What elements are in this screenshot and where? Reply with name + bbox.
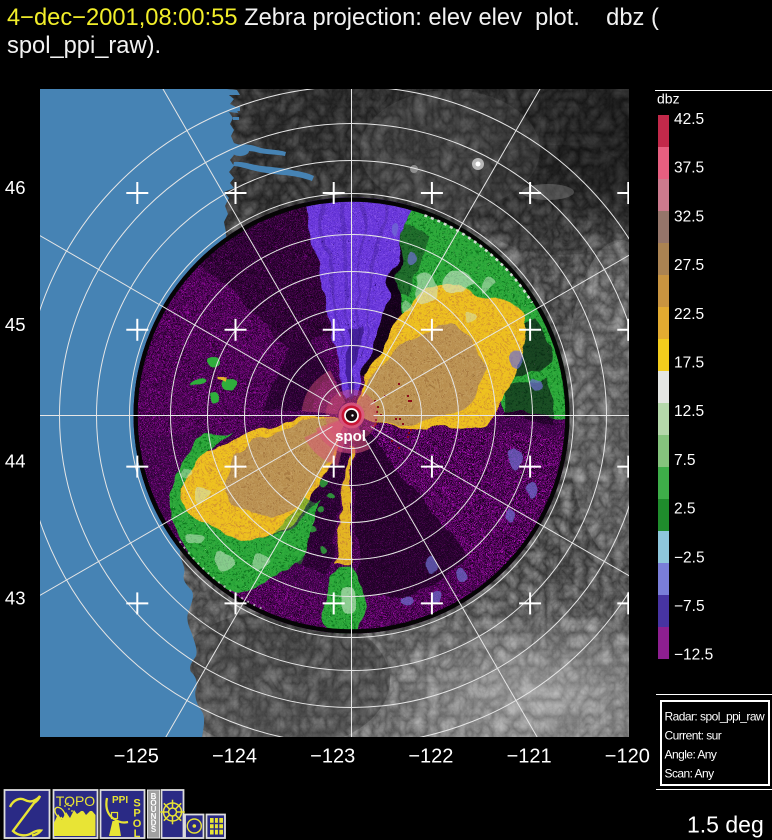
svg-text:−12.5: −12.5 xyxy=(674,647,713,664)
svg-text:O: O xyxy=(150,799,156,808)
svg-text:N: N xyxy=(151,812,157,821)
svg-text:dbz: dbz xyxy=(657,91,680,107)
svg-text:O: O xyxy=(133,818,142,830)
svg-text:S: S xyxy=(133,798,140,810)
svg-text:45: 45 xyxy=(5,314,26,335)
svg-text:44: 44 xyxy=(5,451,26,472)
svg-text:Scan: Any: Scan: Any xyxy=(665,767,715,781)
svg-text:42.5: 42.5 xyxy=(674,111,704,128)
svg-text:32.5: 32.5 xyxy=(674,208,704,225)
svg-text:12.5: 12.5 xyxy=(674,403,704,420)
svg-text:S: S xyxy=(151,825,157,834)
svg-text:Radar: spol_ppi_raw: Radar: spol_ppi_raw xyxy=(665,710,765,724)
svg-text:Angle: Any: Angle: Any xyxy=(665,748,717,762)
svg-text:22.5: 22.5 xyxy=(674,306,704,323)
svg-text:spol: spol xyxy=(335,428,366,445)
svg-text:1.5 deg: 1.5 deg xyxy=(687,812,764,838)
svg-text:PPI: PPI xyxy=(112,795,128,806)
svg-text:−7.5: −7.5 xyxy=(674,598,705,615)
svg-text:−2.5: −2.5 xyxy=(674,549,705,566)
svg-text:43: 43 xyxy=(5,587,26,608)
svg-text:4−dec−2001,08:00:55 Zebra proj: 4−dec−2001,08:00:55 Zebra projection: el… xyxy=(7,5,659,31)
svg-text:−120: −120 xyxy=(605,746,650,768)
svg-text:P: P xyxy=(133,808,140,820)
svg-text:TOPO: TOPO xyxy=(56,793,96,809)
svg-text:7.5: 7.5 xyxy=(674,452,696,469)
svg-text:U: U xyxy=(151,805,157,814)
svg-text:−122: −122 xyxy=(408,746,453,768)
svg-text:−125: −125 xyxy=(114,746,159,768)
svg-text:−121: −121 xyxy=(507,746,552,768)
svg-text:D: D xyxy=(151,818,157,827)
svg-text:37.5: 37.5 xyxy=(674,160,704,177)
svg-text:17.5: 17.5 xyxy=(674,355,704,372)
svg-text:27.5: 27.5 xyxy=(674,257,704,274)
svg-text:2.5: 2.5 xyxy=(674,501,696,518)
svg-text:46: 46 xyxy=(5,177,26,198)
svg-text:L: L xyxy=(134,828,141,840)
svg-text:B: B xyxy=(151,792,157,801)
svg-text:spol_ppi_raw).: spol_ppi_raw). xyxy=(7,33,161,59)
svg-text:Current: sur: Current: sur xyxy=(665,729,722,743)
svg-text:−123: −123 xyxy=(310,746,355,768)
svg-text:−124: −124 xyxy=(212,746,257,768)
